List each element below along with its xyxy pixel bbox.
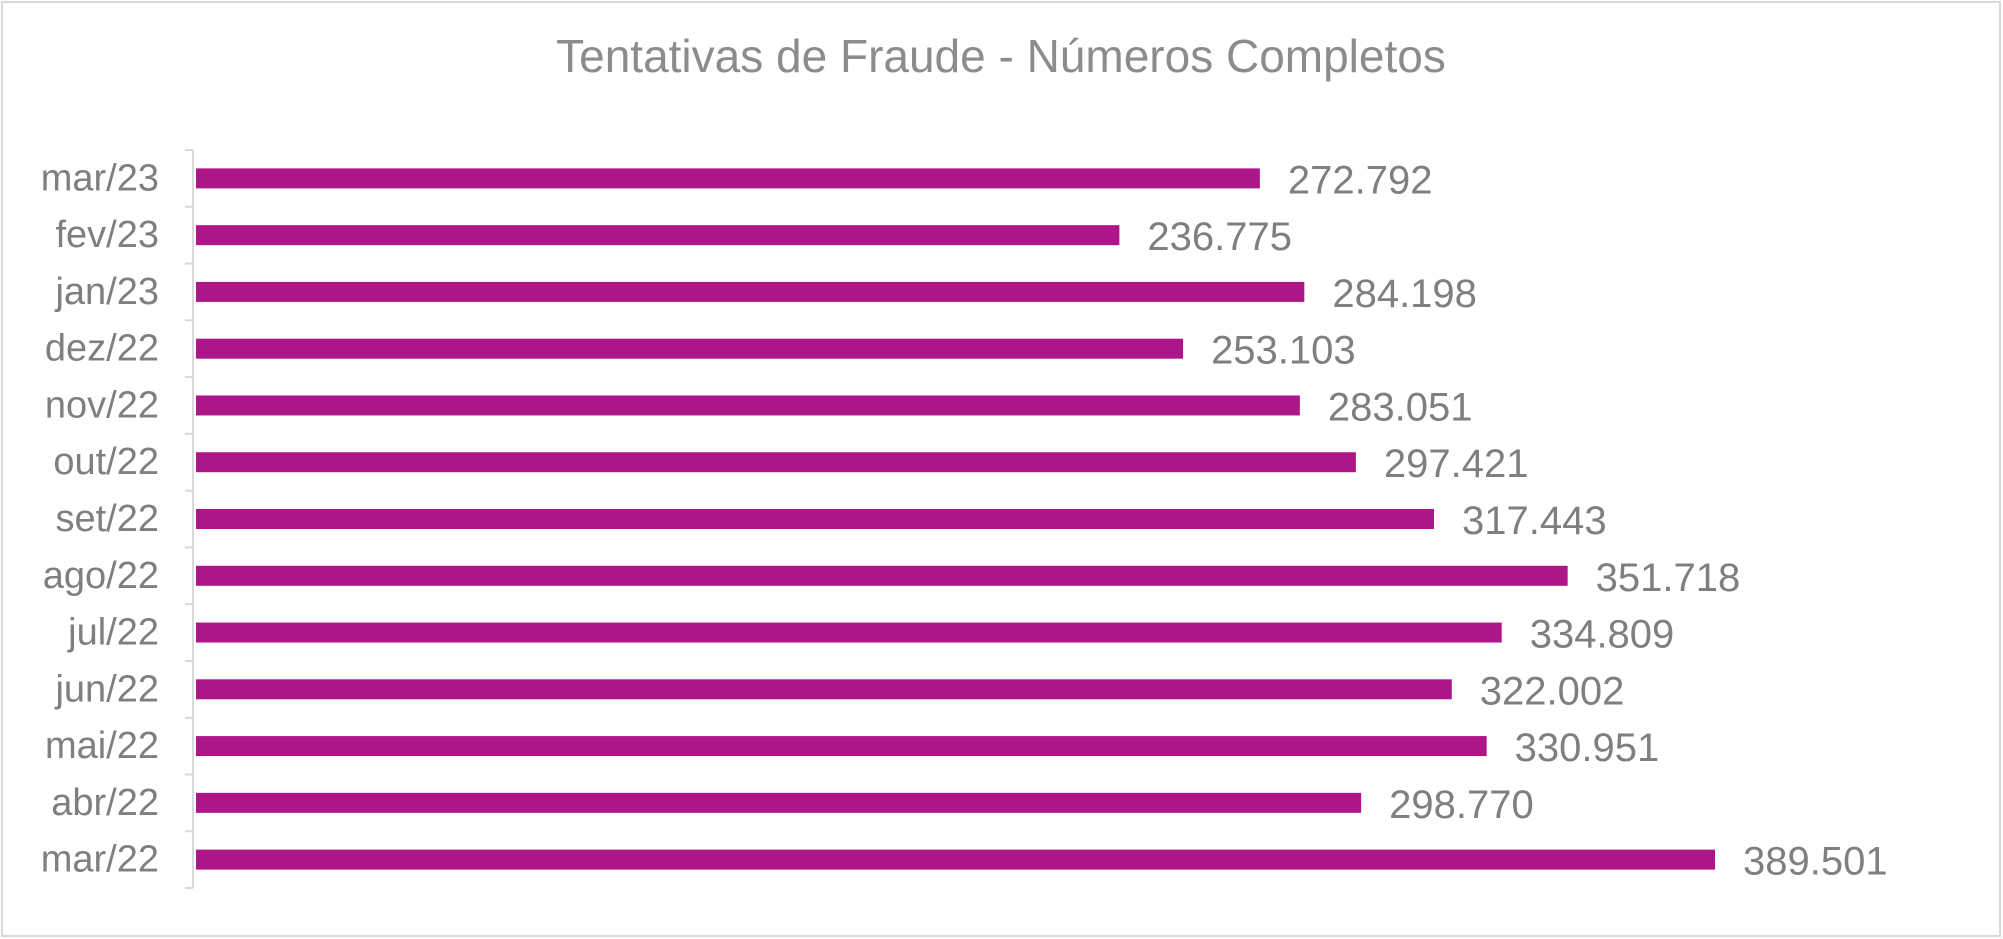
bar-ago-22 <box>196 566 1568 586</box>
data-label: 330.951 <box>1515 726 1660 770</box>
chart-title: Tentativas de Fraude - Números Completos <box>556 30 1446 82</box>
category-label: abr/22 <box>51 782 159 824</box>
category-label: fev/23 <box>55 214 159 256</box>
bar-jun-22 <box>196 679 1452 699</box>
bar-set-22 <box>196 509 1434 529</box>
bar-dez-22 <box>196 339 1183 359</box>
data-label: 389.501 <box>1743 840 1888 884</box>
category-label: jan/23 <box>54 271 159 313</box>
data-label: 322.002 <box>1480 669 1625 713</box>
category-label: mai/22 <box>45 725 159 767</box>
category-label: out/22 <box>53 441 159 483</box>
category-label: mar/23 <box>41 157 159 199</box>
data-label: 283.051 <box>1328 385 1473 429</box>
bar-out-22 <box>196 452 1356 472</box>
bar-mai-22 <box>196 736 1487 756</box>
category-labels: mar/23 fev/23 jan/23 dez/22 nov/22 out/22 set/… <box>41 157 159 880</box>
category-axis-ticks <box>185 150 193 888</box>
category-label: mar/22 <box>41 839 159 881</box>
bar-mar-23 <box>196 168 1260 188</box>
bar-jan-23 <box>196 282 1304 302</box>
data-label: 317.443 <box>1462 499 1607 543</box>
data-label: 351.718 <box>1596 556 1741 600</box>
bar-mar-22 <box>196 850 1715 870</box>
category-label: ago/22 <box>43 555 159 597</box>
data-label: 253.103 <box>1211 329 1356 373</box>
bar-nov-22 <box>196 395 1300 415</box>
data-label: 272.792 <box>1288 158 1433 202</box>
category-label: set/22 <box>55 498 159 540</box>
bar-jul-22 <box>196 623 1502 643</box>
data-label: 298.770 <box>1389 783 1534 827</box>
category-label: jul/22 <box>67 612 159 654</box>
data-label: 236.775 <box>1147 215 1292 259</box>
category-label: dez/22 <box>45 328 159 370</box>
category-label: nov/22 <box>45 384 159 426</box>
data-label: 297.421 <box>1384 442 1529 486</box>
category-label: jun/22 <box>54 668 159 710</box>
data-label: 334.809 <box>1530 613 1675 657</box>
bar-fev-23 <box>196 225 1119 245</box>
data-label: 284.198 <box>1332 272 1477 316</box>
bar-abr-22 <box>196 793 1361 813</box>
